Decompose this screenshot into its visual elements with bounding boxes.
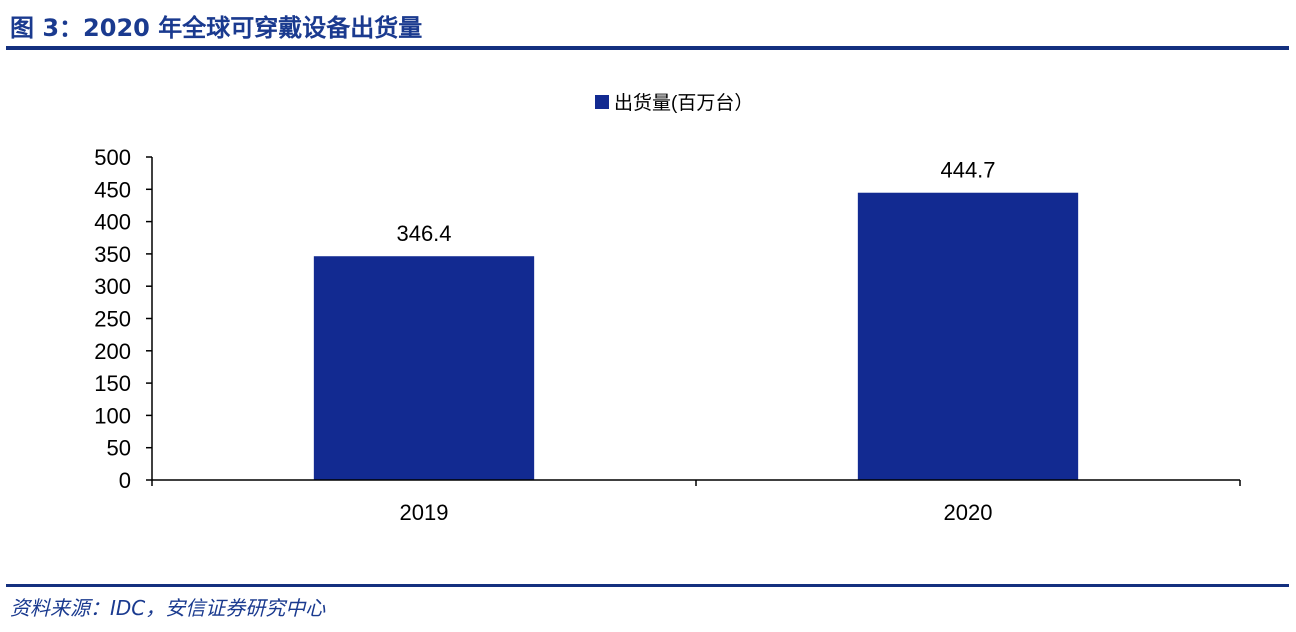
chart: 出货量(百万台） 050100150200250300350400450500 …	[94, 92, 1241, 525]
y-tick-label: 250	[94, 307, 131, 332]
y-tick-label: 450	[94, 177, 131, 202]
legend-label: 出货量(百万台）	[614, 92, 753, 114]
y-tick-label: 50	[107, 436, 131, 461]
x-tick-label: 2020	[944, 500, 993, 525]
figure-title: 图 3：2020 年全球可穿戴设备出货量	[10, 14, 423, 42]
data-label: 444.7	[940, 158, 995, 183]
bar	[313, 256, 535, 480]
x-axis: 2019 2020	[151, 479, 1241, 525]
y-tick-label: 150	[94, 371, 131, 396]
y-tick-label: 0	[119, 468, 131, 493]
y-tick-label: 100	[94, 403, 131, 428]
y-tick-label: 350	[94, 242, 131, 267]
source-note: 资料来源：IDC，安信证券研究中心	[10, 596, 326, 620]
y-axis: 0 50 100 150 200 250 300 350 400 450 500	[94, 145, 153, 493]
legend-swatch	[595, 95, 609, 109]
bar	[857, 192, 1079, 480]
data-label: 346.4	[396, 221, 451, 246]
title-rule	[6, 46, 1289, 50]
x-tick-label: 2019	[400, 500, 449, 525]
y-tick-label: 300	[94, 274, 131, 299]
y-tick-label: 200	[94, 339, 131, 364]
y-tick-label: 400	[94, 210, 131, 235]
source-rule	[6, 584, 1289, 587]
bars: 346.4 444.7	[313, 158, 1079, 480]
y-tick-label: 500	[94, 145, 131, 170]
legend: 出货量(百万台）	[595, 92, 753, 114]
